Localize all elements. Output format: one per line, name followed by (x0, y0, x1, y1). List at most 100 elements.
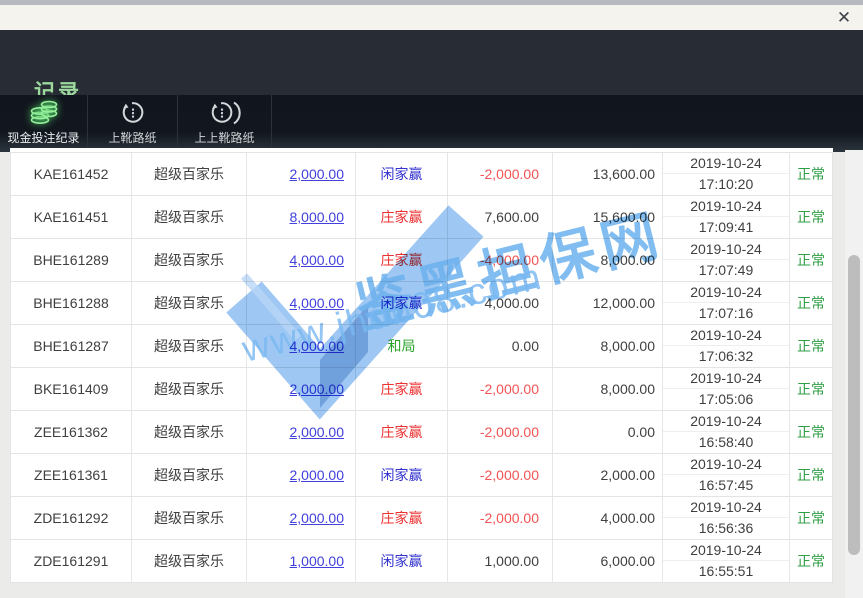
time-cell: 2019-10-24 16:56:36 (663, 497, 790, 539)
bet-time: 16:57:45 (698, 477, 754, 493)
balance-cell: 6,000.00 (553, 540, 663, 582)
game-name-cell: 超级百家乐 (132, 497, 247, 539)
bet-date: 2019-10-24 (663, 153, 789, 174)
game-name-cell: 超级百家乐 (132, 540, 247, 582)
bet-amount-cell: 2,000.00 (247, 454, 356, 496)
table-row: ZDE161291 超级百家乐 1,000.00 闲家赢 1,000.00 6,… (11, 540, 832, 583)
time-cell: 2019-10-24 16:58:40 (663, 411, 790, 453)
bet-id-cell: BKE161409 (11, 368, 132, 410)
game-name-cell: 超级百家乐 (132, 153, 247, 195)
double-history-icon (209, 97, 241, 129)
balance-cell: 12,000.00 (553, 282, 663, 324)
bet-id-cell: ZDE161292 (11, 497, 132, 539)
bet-amount-link[interactable]: 2,000.00 (289, 381, 345, 397)
bet-id-cell: BHE161287 (11, 325, 132, 367)
bet-amount-link[interactable]: 4,000.00 (289, 252, 345, 268)
winloss-cell: -4,000.00 (448, 239, 553, 281)
game-name-cell: 超级百家乐 (132, 454, 247, 496)
bet-amount-link[interactable]: 4,000.00 (289, 295, 345, 311)
game-name-cell: 超级百家乐 (132, 282, 247, 324)
bet-amount-link[interactable]: 2,000.00 (289, 467, 345, 483)
window-titlebar: ✕ (0, 5, 863, 30)
status-cell: 正常 (797, 553, 825, 569)
balance-cell: 13,600.00 (553, 153, 663, 195)
winloss-cell: 1,000.00 (448, 540, 553, 582)
bet-amount-cell: 4,000.00 (247, 239, 356, 281)
status-cell: 正常 (797, 209, 825, 225)
result-cell: 庄家赢 (356, 497, 448, 539)
game-name-cell: 超级百家乐 (132, 196, 247, 238)
time-cell: 2019-10-24 17:06:32 (663, 325, 790, 367)
history-icon (120, 97, 146, 129)
balance-cell: 15,600.00 (553, 196, 663, 238)
time-cell: 2019-10-24 16:57:45 (663, 454, 790, 496)
bet-id-cell: KAE161451 (11, 196, 132, 238)
coins-icon (29, 97, 59, 129)
result-cell: 闲家赢 (356, 282, 448, 324)
time-cell: 2019-10-24 17:09:41 (663, 196, 790, 238)
winloss-cell: -2,000.00 (448, 411, 553, 453)
bet-amount-cell: 4,000.00 (247, 282, 356, 324)
table-row: BHE161288 超级百家乐 4,000.00 闲家赢 4,000.00 12… (11, 282, 832, 325)
bet-date: 2019-10-24 (663, 282, 789, 303)
status-cell: 正常 (797, 338, 825, 354)
time-cell: 2019-10-24 17:07:49 (663, 239, 790, 281)
time-cell: 2019-10-24 17:10:20 (663, 153, 790, 195)
table-row: ZEE161362 超级百家乐 2,000.00 庄家赢 -2,000.00 0… (11, 411, 832, 454)
bet-time: 16:58:40 (698, 434, 754, 450)
bet-id-cell: BHE161289 (11, 239, 132, 281)
bet-date: 2019-10-24 (663, 540, 789, 561)
status-cell: 正常 (797, 166, 825, 182)
bet-amount-link[interactable]: 8,000.00 (289, 209, 345, 225)
bet-id-cell: ZEE161361 (11, 454, 132, 496)
time-cell: 2019-10-24 16:55:51 (663, 540, 790, 582)
bet-time: 17:05:06 (698, 391, 754, 407)
bet-amount-cell: 8,000.00 (247, 196, 356, 238)
bet-date: 2019-10-24 (663, 454, 789, 475)
bet-amount-link[interactable]: 2,000.00 (289, 510, 345, 526)
result-cell: 闲家赢 (356, 540, 448, 582)
window-top-strip (0, 0, 863, 5)
bet-date: 2019-10-24 (663, 411, 789, 432)
close-button[interactable]: ✕ (831, 8, 857, 28)
dialog-header: 记录 (0, 30, 863, 104)
bet-time: 16:56:36 (698, 520, 754, 536)
bet-amount-cell: 4,000.00 (247, 325, 356, 367)
bet-time: 16:55:51 (698, 563, 754, 579)
winloss-cell: 4,000.00 (448, 282, 553, 324)
table-row: BHE161289 超级百家乐 4,000.00 庄家赢 -4,000.00 8… (11, 239, 832, 282)
records-table: KAE161452 超级百家乐 2,000.00 闲家赢 -2,000.00 1… (10, 148, 833, 583)
balance-cell: 8,000.00 (553, 239, 663, 281)
tab-shoe-before-previous-roadmap[interactable]: 上上靴路纸 (178, 95, 272, 152)
winloss-cell: -2,000.00 (448, 497, 553, 539)
bet-amount-link[interactable]: 2,000.00 (289, 424, 345, 440)
status-cell: 正常 (797, 295, 825, 311)
result-cell: 和局 (356, 325, 448, 367)
table-row: ZEE161361 超级百家乐 2,000.00 闲家赢 -2,000.00 2… (11, 454, 832, 497)
bet-amount-cell: 2,000.00 (247, 497, 356, 539)
tab-previous-shoe-roadmap[interactable]: 上靴路纸 (88, 95, 178, 152)
balance-cell: 2,000.00 (553, 454, 663, 496)
scrollbar-thumb[interactable] (848, 255, 860, 555)
table-row: KAE161452 超级百家乐 2,000.00 闲家赢 -2,000.00 1… (11, 153, 832, 196)
winloss-cell: 0.00 (448, 325, 553, 367)
scrollbar[interactable] (845, 150, 863, 598)
table-body: KAE161452 超级百家乐 2,000.00 闲家赢 -2,000.00 1… (10, 152, 833, 583)
bet-amount-link[interactable]: 4,000.00 (289, 338, 345, 354)
status-cell: 正常 (797, 424, 825, 440)
result-cell: 闲家赢 (356, 454, 448, 496)
bet-id-cell: ZEE161362 (11, 411, 132, 453)
bet-date: 2019-10-24 (663, 497, 789, 518)
bet-amount-link[interactable]: 1,000.00 (289, 553, 345, 569)
table-row: BKE161409 超级百家乐 2,000.00 庄家赢 -2,000.00 8… (11, 368, 832, 411)
bet-amount-cell: 2,000.00 (247, 368, 356, 410)
bet-date: 2019-10-24 (663, 325, 789, 346)
result-cell: 庄家赢 (356, 368, 448, 410)
bet-id-cell: KAE161452 (11, 153, 132, 195)
bet-date: 2019-10-24 (663, 239, 789, 260)
table-row: ZDE161292 超级百家乐 2,000.00 庄家赢 -2,000.00 4… (11, 497, 832, 540)
game-name-cell: 超级百家乐 (132, 325, 247, 367)
bet-amount-link[interactable]: 2,000.00 (289, 166, 345, 182)
tab-cash-bet-records[interactable]: 现金投注纪录 (0, 95, 88, 152)
